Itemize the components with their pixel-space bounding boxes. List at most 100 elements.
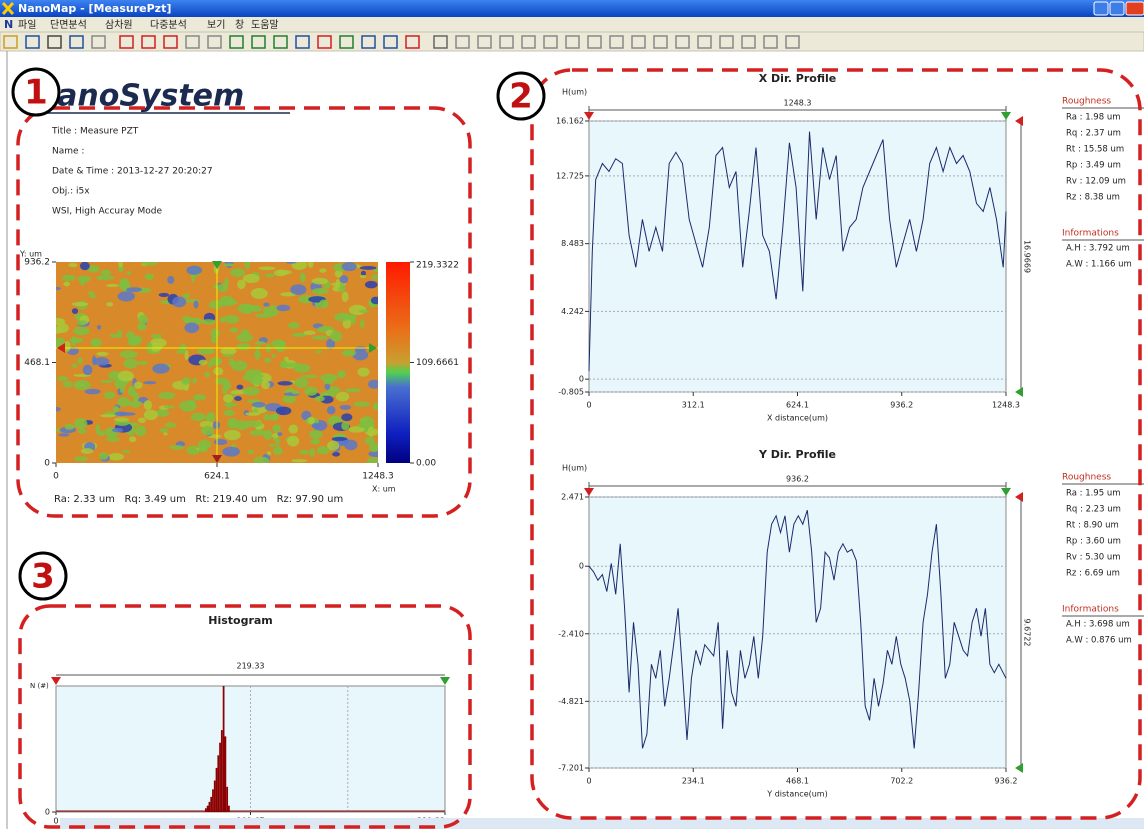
y-tick-label: 4.242 [561, 307, 584, 316]
menu-item[interactable]: 단면분석 [50, 19, 87, 31]
span-value: 1248.3 [784, 99, 812, 108]
callout-number: 1 [24, 73, 48, 113]
map-blob [199, 360, 208, 366]
menu-item[interactable]: 도움말 [251, 19, 279, 31]
y-tick-label: 8.483 [561, 239, 584, 248]
map-blob [288, 424, 298, 433]
map-blob [342, 262, 357, 271]
map-blob [88, 291, 94, 295]
map-blob [163, 432, 167, 435]
x-profile: X Dir. ProfileH(um)1248.316.9669-0.80504… [556, 72, 1144, 423]
map-blob [273, 447, 283, 456]
map-blob [292, 333, 306, 337]
map-blob [83, 365, 93, 376]
map-blob [255, 341, 265, 345]
x-tick-label: 0 [586, 401, 591, 410]
map-blob [342, 291, 349, 302]
map-blob [72, 308, 78, 314]
y-tick-label: 0 [45, 808, 50, 817]
map-blob [138, 315, 148, 325]
map-blob [237, 333, 254, 341]
map-blob [201, 426, 214, 436]
map-blob [224, 410, 235, 416]
map-blob [126, 331, 134, 338]
map-blob [285, 260, 296, 263]
map-blob [77, 357, 82, 364]
histogram-bar [223, 686, 225, 812]
map-blob [63, 282, 70, 287]
map-blob [282, 396, 296, 404]
menu-item[interactable]: 창 [235, 19, 244, 31]
map-blob [237, 280, 246, 290]
menu-item[interactable]: 보기 [207, 19, 225, 31]
map-blob [78, 429, 86, 434]
y-tick-label: -7.201 [558, 764, 584, 773]
plot-area [589, 497, 1006, 768]
map-blob [269, 444, 275, 447]
map-blob [167, 276, 174, 284]
map-blob [134, 382, 143, 389]
map-blob [371, 297, 381, 305]
map-blob [183, 293, 190, 298]
menu-item[interactable]: 파일 [18, 19, 36, 31]
map-blob [264, 414, 270, 420]
map-blob [106, 437, 120, 442]
y-tick-label: -0.805 [558, 388, 584, 397]
map-blob [345, 388, 361, 392]
minimize-button[interactable] [1094, 2, 1108, 15]
marker [1015, 763, 1023, 773]
map-blob [69, 263, 78, 267]
maximize-button[interactable] [1110, 2, 1124, 15]
map-blob [57, 323, 69, 333]
x-tick-label: 624.1 [786, 401, 809, 410]
map-blob [284, 357, 289, 362]
map-blob [319, 268, 326, 273]
map-blob [373, 403, 381, 410]
map-blob [52, 287, 62, 290]
y-tick-label: 0 [579, 375, 584, 384]
x-tick-label: 234.1 [682, 777, 705, 786]
marker [584, 112, 594, 120]
map-blob [97, 276, 103, 280]
roughness-stat: Rq : 2.23 um [1066, 505, 1121, 515]
map-blob [267, 451, 272, 455]
x-tick-label: 936.2 [995, 777, 1018, 786]
axis-label: H(um) [562, 464, 587, 473]
map-blob [236, 385, 243, 390]
info-line: Date & Time : 2013-12-27 20:20:27 [52, 167, 213, 177]
roughness-title: Roughness [1062, 97, 1111, 107]
info-line: WSI, High Accuray Mode [52, 207, 163, 217]
map-blob [336, 279, 341, 289]
map-blob [244, 304, 252, 314]
map-blob [265, 274, 275, 278]
map-blob [317, 446, 330, 454]
map-blob [247, 450, 254, 454]
map-blob [97, 325, 101, 330]
marker [1015, 387, 1023, 397]
map-blob [101, 270, 112, 276]
info-line: Obj.: i5x [52, 187, 90, 197]
map-blob [359, 424, 364, 428]
map-blob [138, 417, 146, 423]
map-blob [254, 350, 260, 360]
histogram-bar [226, 787, 228, 812]
menu-item[interactable]: 삼차원 [105, 19, 133, 31]
close-button[interactable] [1126, 2, 1144, 15]
histogram-bar [224, 736, 226, 812]
map-blob [109, 334, 120, 338]
map-blob [223, 263, 235, 266]
span-value: 16.9669 [1023, 240, 1032, 273]
map-blob [359, 309, 369, 313]
info-line: Title : Measure PZT [51, 127, 139, 137]
plot-area [589, 121, 1006, 392]
map-blob [244, 420, 262, 427]
map-blob [371, 274, 381, 280]
marker [440, 677, 450, 685]
map-blob [144, 410, 158, 420]
map-blob [145, 273, 154, 279]
info-title: Informations [1062, 229, 1119, 239]
menu-item[interactable]: 다중분석 [150, 19, 187, 31]
roughness-title: Roughness [1062, 473, 1111, 483]
map-blob [230, 268, 245, 277]
marker [1015, 492, 1023, 502]
